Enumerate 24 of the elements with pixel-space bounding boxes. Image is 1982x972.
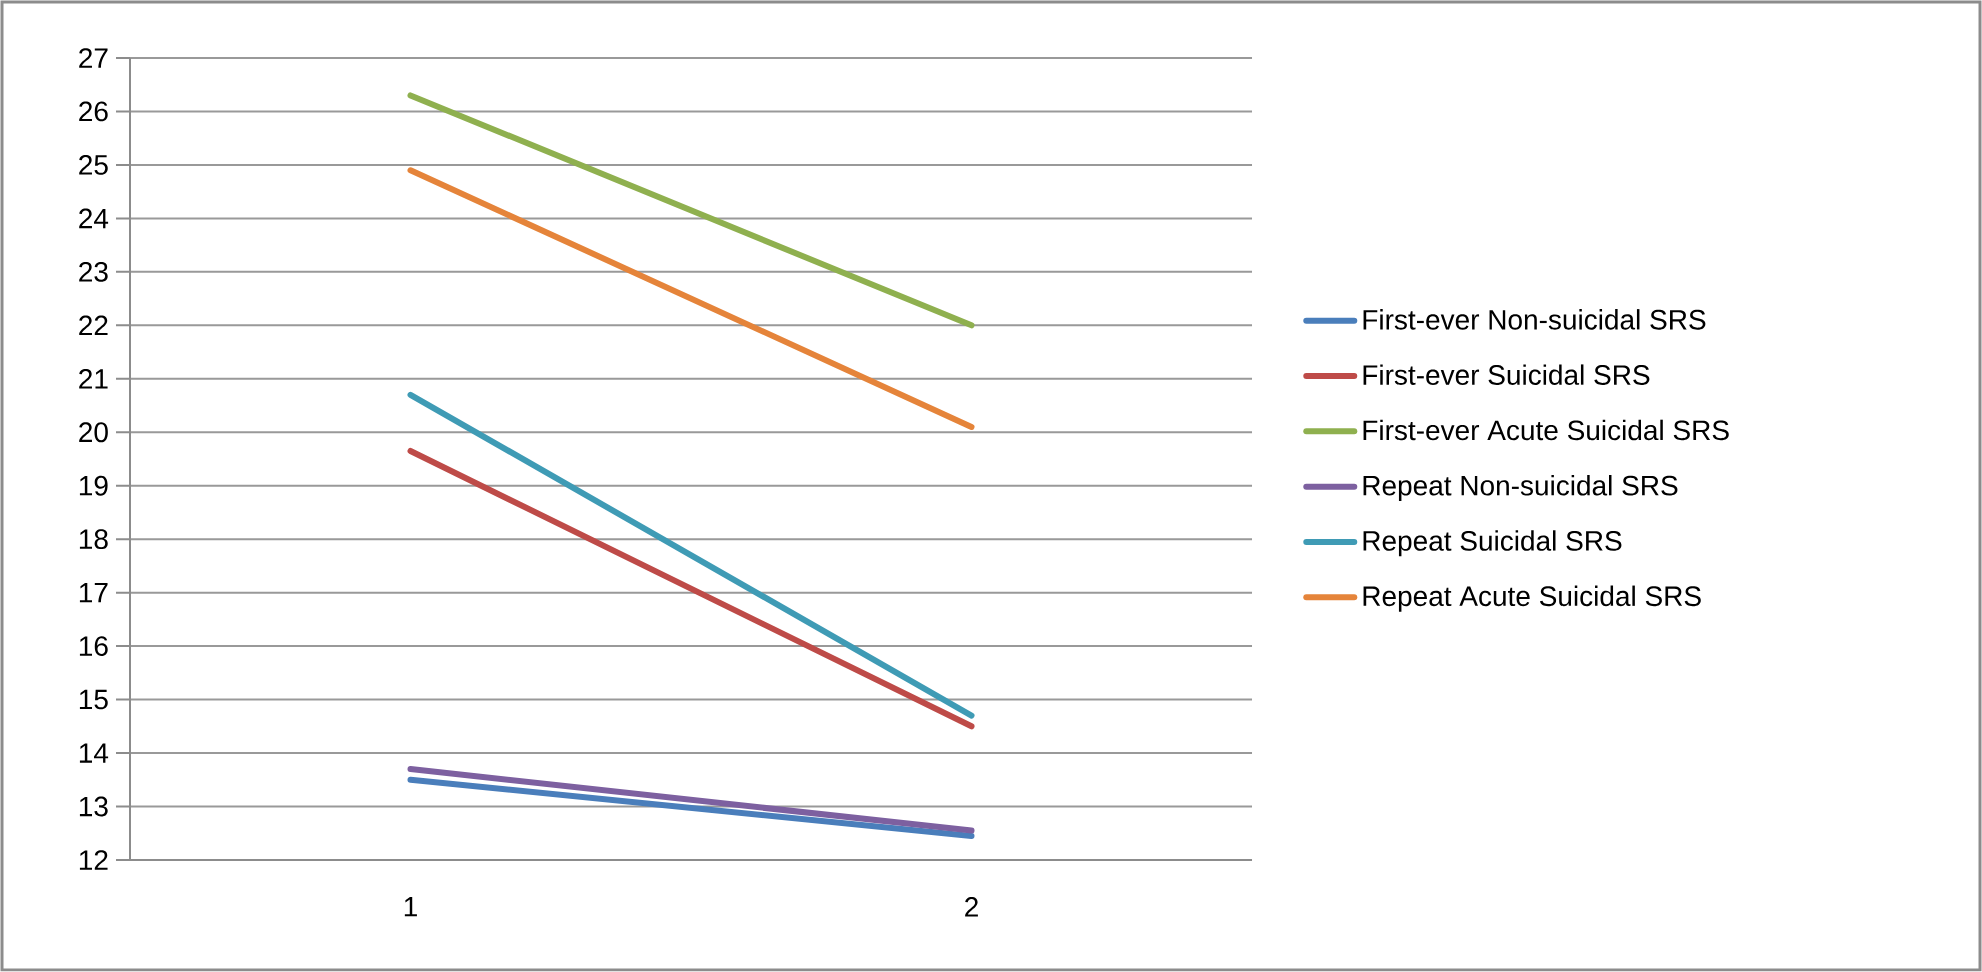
y-tick-label: 19 [79,475,108,496]
legend-label: Repeat Acute Suicidal SRS [1363,585,1701,612]
legend-label: Repeat Suicidal SRS [1363,530,1622,557]
y-tick-label: 14 [79,743,109,763]
x-tick-label: 1 [404,897,417,917]
y-tick-label: 13 [79,796,108,817]
x-tick-label: 2 [965,897,978,917]
y-tick-label: 24 [79,208,109,229]
y-tick-label: 20 [79,422,108,443]
y-tick-label: 18 [79,529,108,550]
legend-label: First-ever Non-suicidal SRS [1363,309,1706,330]
y-tick-label: 12 [79,850,108,870]
y-tick-label: 17 [79,583,108,603]
legend-label: First-ever Suicidal SRS [1363,364,1650,385]
y-tick-label: 27 [79,48,108,68]
legend-label: First-ever Acute Suicidal SRS [1363,419,1729,441]
y-tick-label: 15 [79,689,108,710]
y-tick-label: 26 [79,101,108,122]
y-tick-label: 21 [79,368,108,389]
y-tick-label: 16 [79,636,108,657]
legend-label: Repeat Non-suicidal SRS [1363,474,1678,502]
y-tick-label: 25 [79,154,108,175]
y-tick-label: 22 [79,315,108,336]
y-tick-label: 23 [79,261,108,282]
